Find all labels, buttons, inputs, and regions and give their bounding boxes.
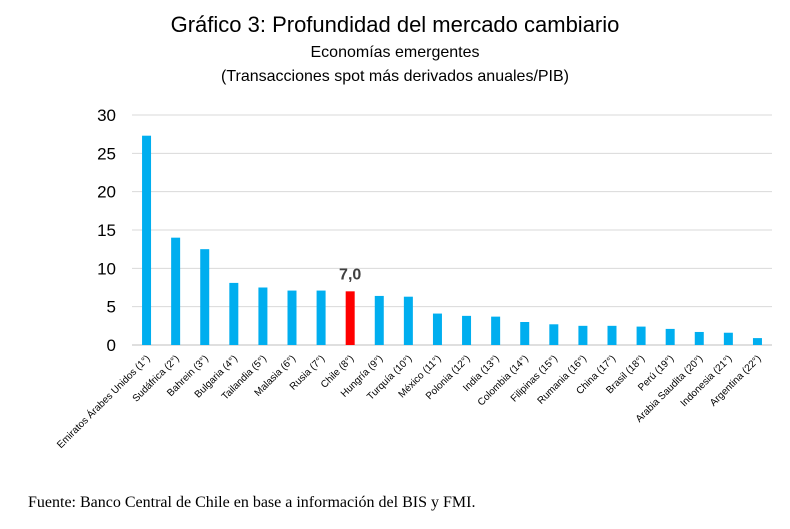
bar bbox=[171, 237, 181, 345]
x-tick-label: Indonesia (21°) bbox=[679, 353, 735, 409]
chart-subtitle: Economías emergentes bbox=[310, 44, 480, 61]
bar bbox=[520, 322, 530, 345]
y-tick-label: 20 bbox=[97, 183, 116, 202]
y-tick-label: 15 bbox=[97, 221, 116, 240]
y-tick-label: 10 bbox=[97, 259, 116, 278]
y-tick-label: 30 bbox=[97, 106, 116, 125]
bar bbox=[229, 282, 239, 345]
y-tick-label: 25 bbox=[97, 144, 116, 163]
y-tick-label: 5 bbox=[107, 298, 116, 317]
bar bbox=[316, 290, 326, 345]
bar bbox=[200, 249, 210, 345]
y-tick-label: 0 bbox=[107, 336, 116, 355]
bar-highlighted bbox=[345, 291, 355, 345]
bar bbox=[258, 287, 268, 345]
bar bbox=[374, 295, 384, 345]
data-label-highlight: 7,0 bbox=[339, 266, 361, 283]
source-note: Fuente: Banco Central de Chile en base a… bbox=[28, 494, 476, 511]
bar bbox=[432, 313, 442, 345]
chart-subtitle-units: (Transacciones spot más derivados anuale… bbox=[220, 68, 569, 85]
bar bbox=[549, 324, 559, 345]
x-tick-label: Colombia (14°) bbox=[476, 353, 531, 408]
bar bbox=[752, 338, 762, 345]
bar bbox=[403, 296, 413, 345]
bar bbox=[723, 332, 733, 345]
bar bbox=[491, 316, 501, 345]
x-tick-label: Argentina (22°) bbox=[708, 353, 763, 408]
bar bbox=[694, 331, 704, 345]
bar bbox=[462, 315, 472, 345]
bar bbox=[142, 135, 152, 345]
bar bbox=[578, 325, 588, 345]
bar bbox=[607, 325, 617, 345]
bar bbox=[287, 290, 297, 345]
bar bbox=[636, 326, 646, 345]
bar bbox=[665, 328, 675, 345]
chart-title: Gráfico 3: Profundidad del mercado cambi… bbox=[170, 12, 620, 37]
